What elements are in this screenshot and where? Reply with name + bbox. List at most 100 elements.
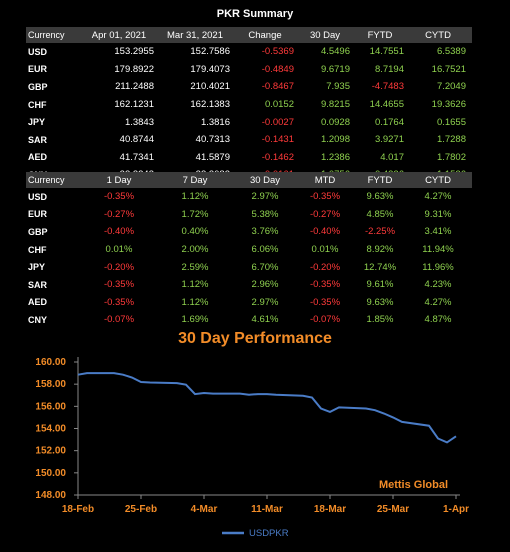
table-cell: 9.63% (366, 296, 394, 308)
table-cell: 2.96% (251, 279, 279, 291)
table-row: SAR -0.35% 1.12% 2.96% -0.35% 9.61% 4.23% (26, 276, 472, 294)
table-cell: -4.7483 (371, 81, 404, 93)
table-cell: 0.1764 (374, 116, 404, 128)
table-cell: 1.72% (181, 208, 209, 220)
currency-code: EUR (28, 209, 48, 220)
table-row: JPY -0.20% 2.59% 6.70% -0.20% 12.74% 11.96% (26, 258, 472, 276)
table-cell: 1.1526 (436, 169, 466, 181)
table-row: GBP -0.40% 0.40% 3.76% -0.40% -2.25% 3.41% (26, 223, 472, 241)
table-cell: 6.5389 (436, 46, 466, 58)
legend-label: USDPKR (249, 528, 289, 539)
y-tick-label: 150.00 (35, 468, 66, 479)
table-row: EUR 179.8922 179.4073 -0.4849 9.6719 8.7194 16… (26, 61, 472, 79)
column-header: 30 Day (249, 174, 281, 186)
table-cell: 179.4073 (190, 63, 230, 75)
table-row: GBP 211.2488 210.4021 -0.8467 7.935 -4.7483 7.… (26, 78, 472, 96)
table-cell: -0.40% (309, 226, 341, 238)
column-header: MTD (314, 174, 336, 186)
currency-code: EUR (28, 64, 48, 75)
table-cell: 0.1655 (436, 116, 466, 128)
usdpkr-line-chart: 148.00 150.00 152.00 154.00 156.00 158.00 160.… (35, 357, 469, 539)
currency-code: CNY (28, 314, 48, 325)
table-cell: 40.8744 (119, 134, 154, 146)
table-cell: -0.35% (309, 191, 341, 203)
table-cell: -0.1462 (261, 151, 294, 163)
table-cell: 4.85% (366, 208, 394, 220)
watermark-label: Mettis Global (379, 479, 448, 491)
table-cell: 1.12% (181, 296, 209, 308)
currency-code: CNY (28, 169, 48, 180)
table-cell: -0.8467 (261, 81, 294, 93)
column-header: Mar 31, 2021 (167, 29, 223, 41)
x-tick-label: 25-Feb (125, 504, 157, 515)
table-cell: 4.27% (424, 296, 452, 308)
currency-code: GBP (28, 226, 48, 237)
table-cell: 4.017 (380, 151, 404, 163)
y-tick-label: 156.00 (35, 401, 66, 412)
table-row: USD -0.35% 1.12% 2.97% -0.35% 9.63% 4.27% (26, 188, 472, 206)
table-cell: 4.61% (251, 314, 279, 326)
table-cell: 8.7194 (374, 63, 404, 75)
table-cell: -0.35% (103, 191, 135, 203)
table-row: CNY -0.07% 1.69% 4.61% -0.07% 1.85% 4.87% (26, 311, 472, 329)
table-cell: -0.27% (103, 208, 135, 220)
column-header: 30 Day (309, 29, 341, 41)
table-cell: 16.7521 (431, 63, 466, 75)
table-cell: 0.0928 (320, 116, 350, 128)
x-tick-label: 25-Mar (377, 504, 409, 515)
table-cell: 40.7313 (195, 134, 230, 146)
table-cell: 1.3816 (200, 116, 230, 128)
x-tick-label: 4-Mar (191, 504, 218, 515)
table-cell: 2.97% (251, 191, 279, 203)
table-cell: 1.12% (181, 191, 209, 203)
table-cell: -0.35% (309, 296, 341, 308)
currency-code: USD (28, 46, 48, 57)
table-cell: 3.41% (424, 226, 452, 238)
table-row: USD 153.2955 152.7586 -0.5369 4.5496 14.7551 6… (26, 43, 472, 61)
currency-code: AED (28, 297, 48, 308)
table-cell: 9.31% (424, 208, 452, 220)
table-row: JPY 1.3843 1.3816 -0.0027 0.0928 0.1764 0.1655 (26, 113, 472, 131)
table-cell: -0.20% (309, 261, 341, 273)
table-cell: 41.5879 (195, 151, 230, 163)
table-cell: -0.1431 (261, 134, 294, 146)
table-cell: 2.97% (251, 296, 279, 308)
table-cell: -0.35% (309, 279, 341, 291)
table-cell: 9.8215 (320, 99, 350, 111)
x-tick-label: 11-Mar (251, 504, 283, 515)
y-tick-label: 158.00 (35, 379, 66, 390)
table-cell: -0.5369 (261, 46, 294, 58)
y-tick-label: 154.00 (35, 424, 66, 435)
table-cell: -0.40% (103, 226, 135, 238)
table-cell: 9.6719 (320, 63, 350, 75)
rates-table: Currency Apr 01, 2021 Mar 31, 2021 Change 30… (26, 27, 472, 184)
currency-code: CHF (28, 244, 47, 255)
table-cell: 4.87% (424, 314, 452, 326)
currency-code: AED (28, 152, 48, 163)
y-tick-label: 148.00 (35, 490, 66, 501)
currency-code: GBP (28, 81, 48, 92)
currency-code: USD (28, 191, 48, 202)
table-row: CHF 162.1231 162.1383 0.0152 9.8215 14.4655 19… (26, 96, 472, 114)
table-cell: 162.1231 (114, 99, 154, 111)
currency-code: CHF (28, 99, 47, 110)
column-header: FYTD (367, 174, 393, 186)
table-cell: 2.00% (181, 244, 209, 256)
table-cell: 11.94% (422, 244, 454, 256)
table-cell: 1.2386 (320, 151, 350, 163)
currency-code: JPY (28, 117, 46, 128)
table-header-row: Currency Apr 01, 2021 Mar 31, 2021 Change 30… (26, 27, 472, 43)
table-cell: 23.3082 (195, 169, 230, 181)
table-cell: -0.07% (309, 314, 341, 326)
table-cell: 0.40% (181, 226, 209, 238)
table-cell: 14.7551 (369, 46, 404, 58)
table-cell: 1.7802 (436, 151, 466, 163)
column-header: Currency (28, 175, 65, 185)
table-header-row: Currency 1 Day 7 Day 30 Day MTD FYTD CYTD (26, 172, 472, 188)
y-tick-label: 152.00 (35, 446, 66, 457)
table-cell: -0.27% (309, 208, 341, 220)
usdpkr-series-line (77, 372, 457, 444)
column-header: 7 Day (182, 174, 208, 186)
table-cell: 152.7586 (190, 46, 230, 58)
table-cell: 8.92% (366, 244, 394, 256)
